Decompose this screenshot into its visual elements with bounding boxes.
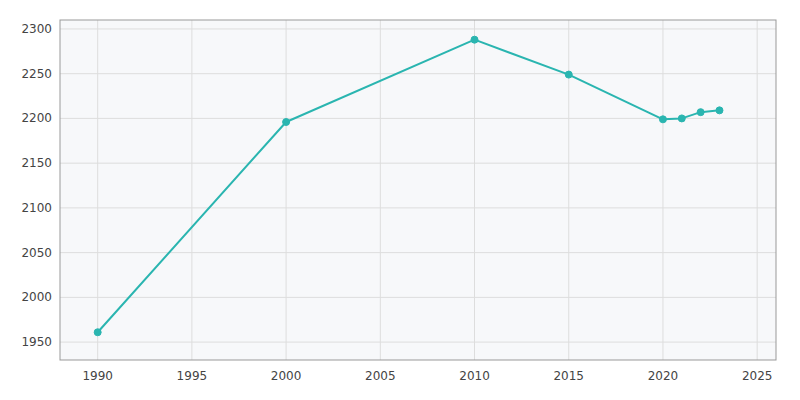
x-tick-label: 1990 — [82, 369, 113, 383]
plot-frame — [60, 20, 776, 360]
y-tick-label: 2050 — [21, 246, 52, 260]
y-grid-line — [60, 297, 776, 298]
y-grid-line — [60, 207, 776, 208]
x-grid-line — [662, 20, 663, 360]
x-grid-line — [380, 20, 381, 360]
x-tick-label: 1995 — [177, 369, 208, 383]
data-point — [471, 36, 478, 43]
y-tick-label: 2150 — [21, 156, 52, 170]
data-group — [94, 36, 723, 336]
x-grid-line — [191, 20, 192, 360]
y-grid-line — [60, 342, 776, 343]
data-point — [716, 107, 723, 114]
y-grid-line — [60, 163, 776, 164]
data-point — [565, 71, 572, 78]
x-grid-line — [757, 20, 758, 360]
y-tick-label: 2100 — [21, 201, 52, 215]
x-tick-label: 2000 — [271, 369, 302, 383]
data-point — [94, 329, 101, 336]
y-tick-label: 2250 — [21, 67, 52, 81]
data-point — [697, 109, 704, 116]
x-tick-label: 2025 — [742, 369, 773, 383]
x-tick-label: 2020 — [648, 369, 679, 383]
grid — [60, 20, 776, 360]
data-point — [659, 116, 666, 123]
data-point — [283, 119, 290, 126]
data-point — [678, 115, 685, 122]
x-tick-label: 2015 — [553, 369, 584, 383]
y-grid-line — [60, 73, 776, 74]
chart-svg: 1990 1995 2000 2005 2010 2015 2020 2025 1950 2000… — [0, 0, 800, 400]
x-grid-line — [97, 20, 98, 360]
chart-container: 1990 1995 2000 2005 2010 2015 2020 2025 1950 2000… — [0, 0, 800, 400]
data-line — [98, 40, 720, 333]
x-tick-label: 2010 — [459, 369, 490, 383]
plot-background — [60, 20, 776, 360]
x-grid-line — [286, 20, 287, 360]
x-grid-line — [474, 20, 475, 360]
x-tick-label: 2005 — [365, 369, 396, 383]
y-tick-label: 1950 — [21, 335, 52, 349]
y-grid-line — [60, 28, 776, 29]
y-tick-label: 2200 — [21, 111, 52, 125]
y-tick-label: 2300 — [21, 22, 52, 36]
tick-labels: 1990 1995 2000 2005 2010 2015 2020 2025 1950 2000… — [21, 22, 772, 383]
y-tick-label: 2000 — [21, 290, 52, 304]
